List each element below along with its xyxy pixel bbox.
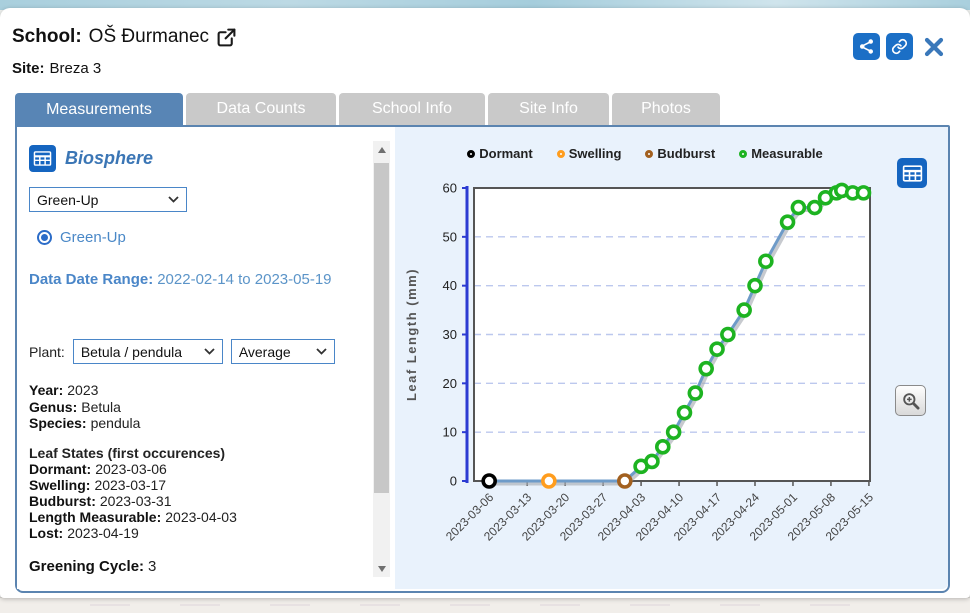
leaf-state-row: Length Measurable: 2023-04-03 [29,509,237,525]
detail-row: Species: pendula [29,415,141,431]
svg-text:60: 60 [443,181,457,196]
chevron-down-icon [316,348,327,355]
sidebar-scrollbar[interactable] [373,141,390,577]
svg-text:10: 10 [443,425,457,440]
legend-swatch [556,149,565,158]
site-header: Site: Breza 3 [12,60,101,77]
radio-label: Green-Up [60,229,126,246]
leaf-state-row: Lost: 2023-04-19 [29,525,139,541]
legend-item-measurable: Measurable [739,146,823,161]
chart-panel: Dormant Swelling Budburst Measurable 0 10… [395,127,948,589]
aggregation-select[interactable]: Average [230,339,335,364]
scrollbar-thumb[interactable] [374,163,389,493]
plant-select[interactable]: Betula / pendula [72,339,223,364]
section-title: Biosphere [65,148,154,168]
leaf-states-title: Leaf States (first occurences) [29,445,226,461]
chart-zoom-button[interactable] [895,385,926,416]
tab-photos[interactable]: Photos [612,93,720,125]
date-range-value: 2022-02-14 to 2023-05-19 [157,271,332,288]
tab-school-info[interactable]: School Info [339,93,485,125]
plant-row: Plant: Betula / pendula Average [29,339,335,364]
legend-item-dormant: Dormant [467,146,533,161]
tab-label: School Info [371,100,453,117]
svg-text:50: 50 [443,229,457,244]
data-date-range: Data Date Range: 2022-02-14 to 2023-05-19 [29,265,369,295]
svg-text:40: 40 [443,278,457,293]
scroll-down-button[interactable] [373,560,390,577]
chart-data-table-button[interactable] [897,158,927,188]
measurements-panel: Biosphere Green-Up Green-Up Data Date Ra… [15,125,950,593]
triangle-down-icon [377,565,386,572]
data-table-icon[interactable] [29,145,56,172]
legend-swatch [645,149,654,158]
tab-bar: Measurements Data Counts School Info Sit… [15,93,720,127]
legend-item-budburst: Budburst [645,146,715,161]
svg-text:20: 20 [443,376,457,391]
school-name: OŠ Đurmanec [88,26,210,47]
leaf-states: Leaf States (first occurences) Dormant: 2… [29,445,237,541]
greening-cycle: Greening Cycle: 3 [29,558,157,575]
site-label: Site: [12,60,45,77]
share-icon [858,38,875,55]
triangle-up-icon [377,146,386,153]
legend-swatch [467,149,476,158]
chevron-down-icon [168,196,179,203]
open-school-link-icon[interactable] [216,27,237,48]
school-popup-dialog: School: OŠ Đurmanec Site: Breza 3 [0,8,970,598]
tab-measurements[interactable]: Measurements [15,93,183,127]
svg-text:30: 30 [443,327,457,342]
tab-data-counts[interactable]: Data Counts [186,93,336,125]
tab-label: Site Info [519,100,578,117]
detail-row: Year: 2023 [29,382,99,398]
leaf-state-row: Swelling: 2023-03-17 [29,477,167,493]
greenup-radio[interactable]: Green-Up [37,229,126,246]
leaf-state-row: Budburst: 2023-03-31 [29,493,172,509]
radio-button-icon [37,230,52,245]
tab-label: Photos [641,100,691,117]
sidebar: Biosphere Green-Up Green-Up Data Date Ra… [17,127,373,589]
tab-label: Measurements [46,101,152,118]
map-background-bottom [0,597,970,613]
biosphere-header: Biosphere [29,145,153,172]
share-button[interactable] [853,33,880,60]
legend-item-swelling: Swelling [556,146,621,161]
scroll-up-button[interactable] [373,141,390,158]
legend-swatch [739,149,748,158]
leaf-length-chart: 01020304050602023-03-062023-03-132023-03… [404,181,876,544]
close-icon [924,37,944,57]
detail-row: Genus: Betula [29,398,121,415]
magnifier-plus-icon [901,391,921,411]
link-icon [891,38,908,55]
table-icon [902,164,923,183]
permalink-button[interactable] [886,33,913,60]
school-header: School: OŠ Đurmanec [12,26,237,48]
school-label: School: [12,26,82,47]
close-button[interactable] [922,35,946,59]
protocol-select-value: Green-Up [37,191,99,208]
svg-text:Leaf Length (mm): Leaf Length (mm) [404,268,419,401]
chart-legend: Dormant Swelling Budburst Measurable [395,146,895,161]
date-range-label: Data Date Range: [29,271,154,288]
plant-details: Year: 2023 Genus: Betula Species: pendula [29,382,140,432]
protocol-select[interactable]: Green-Up [29,187,187,212]
svg-text:0: 0 [450,474,457,489]
chevron-down-icon [204,348,215,355]
aggregation-select-value: Average [238,343,291,360]
plant-select-value: Betula / pendula [80,343,183,360]
site-name: Breza 3 [49,60,102,77]
tab-label: Data Counts [216,100,306,117]
tab-site-info[interactable]: Site Info [488,93,609,125]
leaf-state-row: Dormant: 2023-03-06 [29,461,167,477]
map-background-top [0,0,970,10]
plant-label: Plant: [29,343,65,360]
